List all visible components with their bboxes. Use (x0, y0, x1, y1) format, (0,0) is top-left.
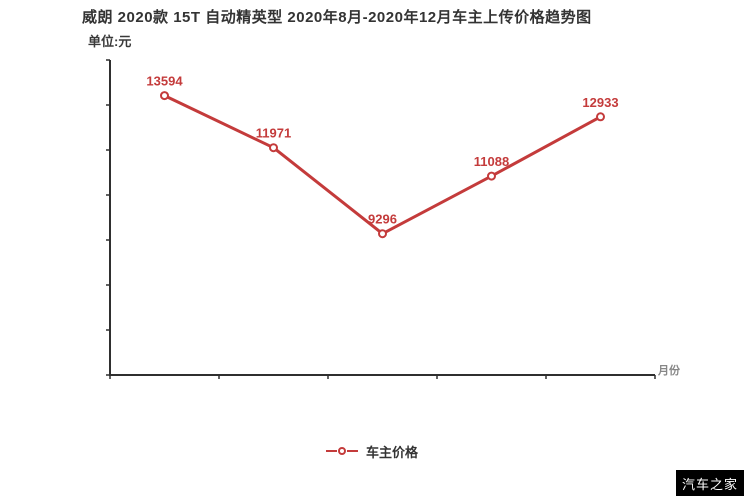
data-point (269, 143, 278, 153)
data-point (378, 229, 387, 239)
unit-label: 单位:元 (88, 34, 132, 49)
data-point-label: 13594 (146, 74, 183, 89)
data-point-label: 11088 (474, 154, 509, 169)
legend-label: 车主价格 (365, 444, 419, 460)
data-point-label: 9296 (368, 212, 397, 227)
x-axis-label: 月份 (658, 365, 680, 377)
watermark-badge: 汽车之家 (676, 470, 744, 496)
data-point (160, 91, 169, 101)
legend: 车主价格 (325, 440, 419, 462)
data-point-label: 12933 (582, 95, 618, 110)
data-point-label: 11971 (256, 126, 291, 141)
data-point (596, 112, 605, 122)
legend-line-dash (325, 449, 337, 453)
legend-marker-icon (337, 447, 346, 455)
legend-line-dash (346, 449, 358, 453)
watermark-text: 汽车之家 (681, 476, 738, 492)
data-point (487, 171, 496, 181)
page-title: 威朗 2020款 15T 自动精英型 2020年8月-2020年12月车主上传价… (82, 9, 592, 26)
